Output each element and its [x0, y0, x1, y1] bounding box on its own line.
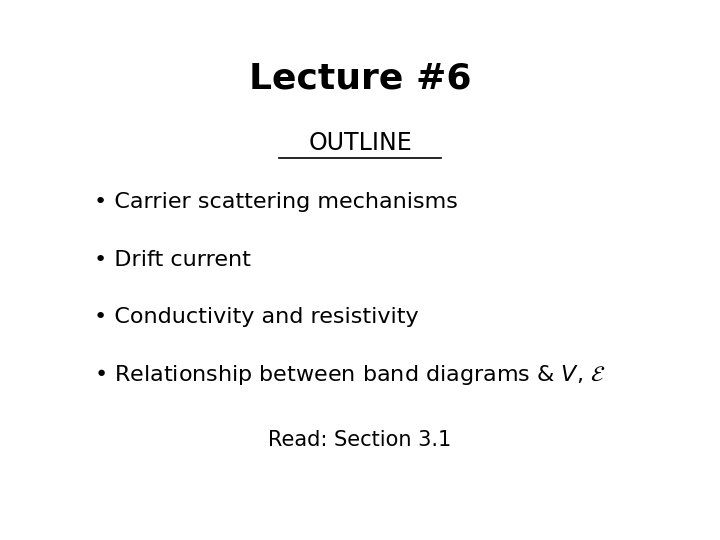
- Text: • Drift current: • Drift current: [94, 250, 251, 271]
- Text: Lecture #6: Lecture #6: [248, 62, 472, 95]
- Text: • Conductivity and resistivity: • Conductivity and resistivity: [94, 307, 418, 327]
- Text: • Relationship between band diagrams & $V$, $\mathcal{E}$: • Relationship between band diagrams & $…: [94, 363, 605, 387]
- Text: • Carrier scattering mechanisms: • Carrier scattering mechanisms: [94, 192, 457, 213]
- Text: OUTLINE: OUTLINE: [308, 131, 412, 155]
- Text: Read: Section 3.1: Read: Section 3.1: [269, 430, 451, 450]
